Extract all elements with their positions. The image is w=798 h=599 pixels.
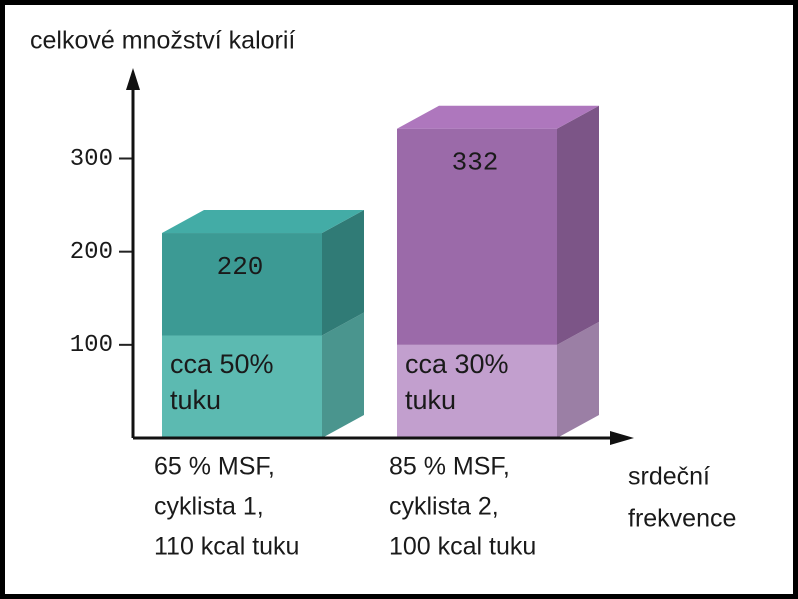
segment-label: cca 50%: [170, 349, 274, 379]
bar-top: [397, 105, 599, 129]
x-axis-arrow: [610, 431, 634, 445]
y-axis-label: celkové množství kalorií: [30, 27, 295, 55]
total-label: 220: [217, 252, 264, 282]
x-tick-label: 85 % MSF,: [389, 453, 510, 481]
bar-segment: [162, 335, 322, 438]
x-tick-label: cyklista 2,: [389, 493, 499, 521]
bar-segment: [397, 344, 557, 438]
bar-segment-side: [557, 105, 599, 345]
x-tick-label: cyklista 1,: [154, 493, 264, 521]
x-tick-label: 65 % MSF,: [154, 453, 275, 481]
y-tick-label: 200: [70, 239, 113, 266]
bar-segment-side: [557, 321, 599, 438]
segment-label: cca 30%: [405, 349, 509, 379]
y-tick-label: 100: [70, 332, 113, 359]
segment-label: tuku: [170, 385, 221, 415]
x-tick-label: 110 kcal tuku: [154, 533, 299, 561]
bar-segment-side: [322, 210, 364, 336]
x-axis-label: srdeční: [628, 463, 710, 491]
x-axis-label: frekvence: [628, 505, 736, 533]
bar-segment: [162, 233, 322, 336]
y-axis-arrow: [126, 68, 140, 90]
total-label: 332: [452, 148, 499, 178]
segment-label: tuku: [405, 385, 456, 415]
bar-top: [162, 210, 364, 234]
bar-segment: [397, 128, 557, 345]
x-tick-label: 100 kcal tuku: [389, 533, 536, 561]
y-tick-label: 300: [70, 146, 113, 173]
bar-segment-side: [322, 312, 364, 438]
